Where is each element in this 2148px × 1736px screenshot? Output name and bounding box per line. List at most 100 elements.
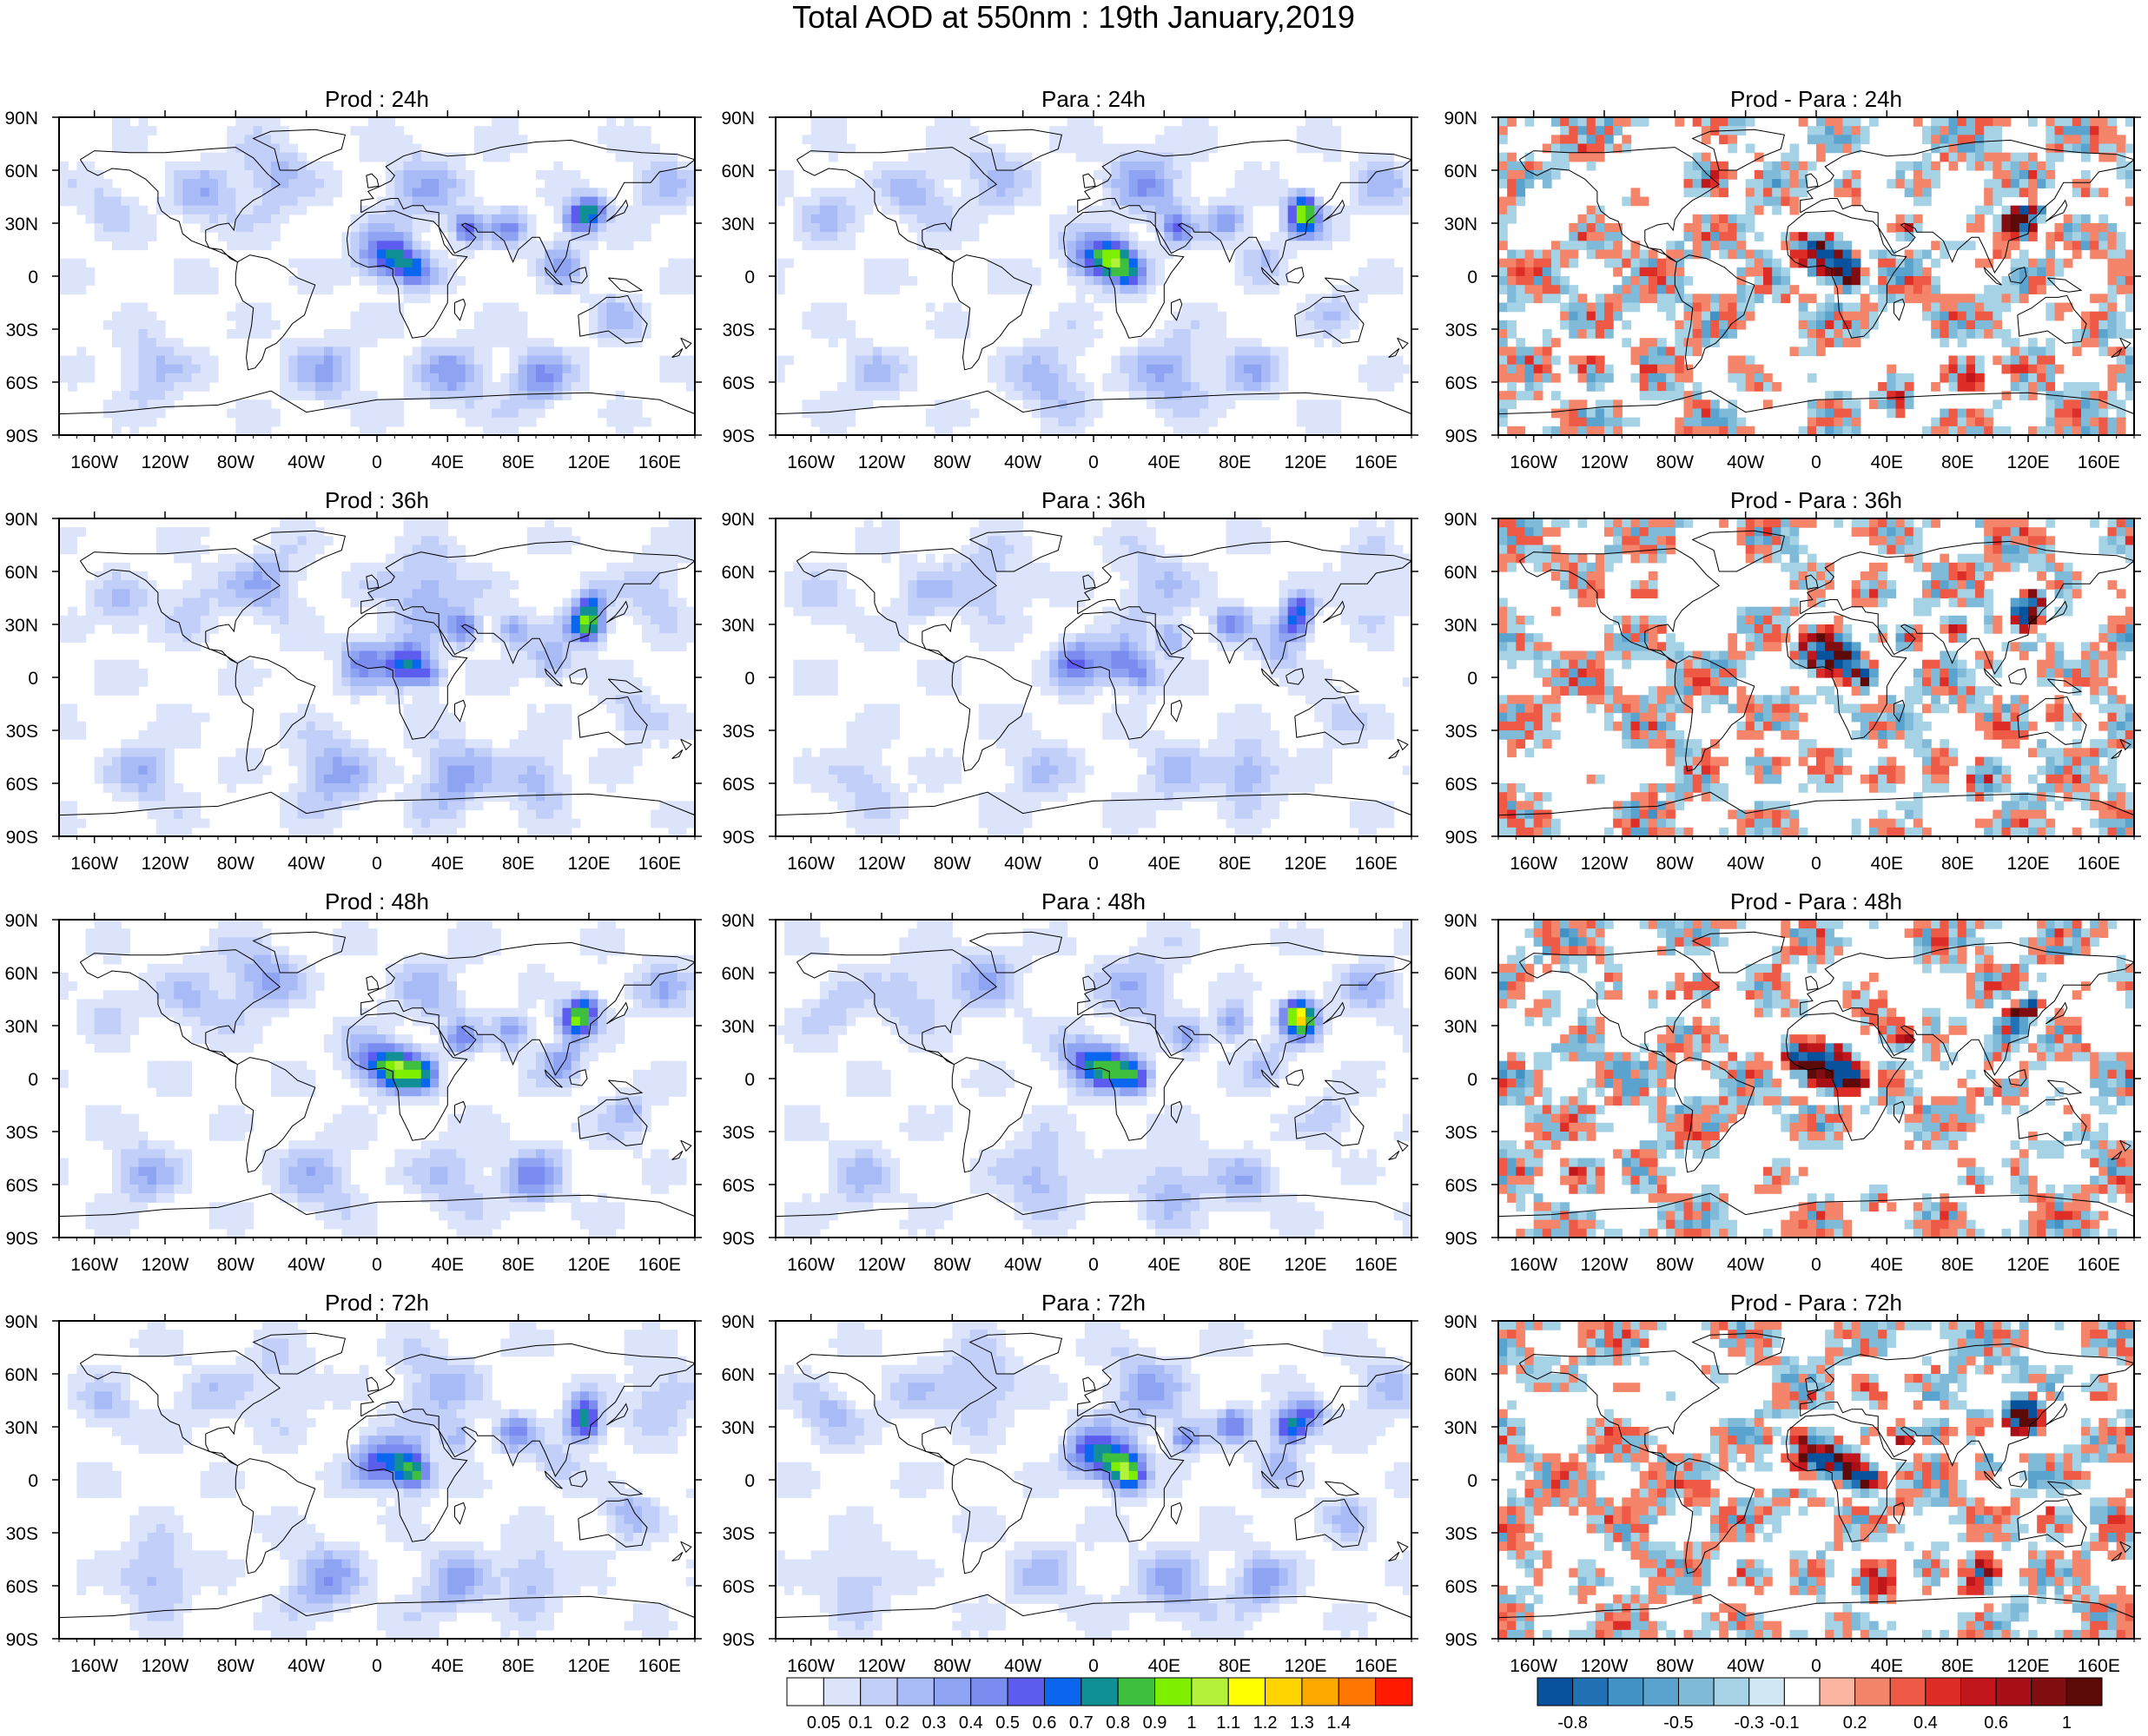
aod-cell — [1164, 223, 1173, 233]
aod-cell — [519, 373, 528, 383]
aod-cell — [1297, 409, 1306, 419]
aod-cell — [254, 616, 263, 625]
aod-cell — [962, 162, 971, 171]
aod-cell — [846, 338, 856, 347]
diff-cell — [2046, 409, 2055, 419]
aod-cell — [1200, 206, 1209, 215]
diff-cell — [1975, 144, 1985, 154]
aod-cell — [686, 365, 696, 374]
aod-cell — [1041, 409, 1050, 419]
aod-cell — [466, 399, 475, 409]
diff-cell — [1975, 215, 1985, 224]
diff-cell — [1772, 267, 1781, 277]
aod-cell — [1323, 312, 1332, 321]
aod-cell — [616, 144, 625, 154]
diff-cell — [1693, 347, 1702, 356]
lat-label: 90N — [1444, 109, 1477, 129]
aod-cell — [1102, 232, 1112, 241]
aod-cell — [1200, 215, 1209, 224]
diff-cell — [1684, 320, 1694, 330]
aod-cell — [474, 135, 484, 144]
aod-cell — [307, 545, 316, 555]
aod-cell — [659, 624, 669, 634]
aod-cell — [368, 241, 378, 250]
aod-cell — [589, 312, 598, 321]
aod-cell — [377, 197, 387, 207]
diff-cell — [2098, 232, 2108, 241]
aod-cell — [1129, 365, 1139, 374]
aod-cell — [192, 259, 202, 268]
diff-cell — [1825, 241, 1834, 250]
aod-cell — [201, 356, 210, 366]
diff-cell — [2046, 418, 2055, 427]
aod-cell — [1182, 241, 1192, 250]
aod-cell — [909, 162, 918, 171]
aod-cell — [899, 179, 909, 188]
aod-cell — [1288, 206, 1298, 215]
aod-cell — [1314, 329, 1324, 339]
diff-cell — [2125, 294, 2135, 303]
aod-cell — [952, 117, 962, 127]
aod-cell — [589, 607, 598, 617]
lon-label: 80W — [217, 452, 254, 472]
aod-cell — [606, 624, 616, 634]
aod-cell — [633, 170, 643, 180]
aod-cell — [1200, 399, 1209, 409]
diff-cell — [2019, 170, 2029, 180]
aod-cell — [421, 197, 431, 207]
diff-cell — [1543, 365, 1552, 374]
aod-cell — [235, 409, 245, 419]
aod-cell — [553, 356, 563, 366]
aod-cell — [1191, 391, 1200, 400]
diff-cell — [1984, 426, 1993, 436]
aod-cell — [545, 382, 554, 392]
aod-cell — [112, 223, 122, 233]
diff-cell — [1640, 276, 1649, 286]
aod-cell — [324, 651, 334, 661]
aod-cell — [235, 589, 245, 598]
aod-cell — [527, 409, 537, 419]
aod-cell — [254, 312, 263, 321]
aod-cell — [1297, 329, 1306, 339]
aod-cell — [76, 206, 86, 215]
aod-cell — [254, 179, 263, 188]
diff-cell — [1534, 347, 1543, 356]
aod-cell — [1076, 117, 1086, 127]
diff-cell — [1746, 356, 1755, 366]
diff-cell — [1940, 373, 1949, 383]
aod-cell — [545, 179, 554, 188]
aod-cell — [633, 179, 643, 188]
diff-cell — [1719, 215, 1728, 224]
aod-cell — [669, 267, 678, 277]
aod-cell — [1341, 329, 1351, 339]
aod-cell — [360, 338, 369, 347]
aod-cell — [1288, 215, 1298, 224]
diff-cell — [1790, 197, 1800, 207]
diff-cell — [1684, 294, 1694, 303]
diff-cell — [2117, 250, 2126, 260]
aod-cell — [457, 162, 466, 171]
diff-cell — [1993, 144, 2002, 154]
aod-cell — [846, 418, 856, 427]
aod-cell — [1226, 206, 1236, 215]
aod-cell — [837, 241, 847, 250]
aod-cell — [245, 232, 254, 241]
aod-cell — [466, 391, 475, 400]
diff-cell — [1958, 117, 1967, 127]
aod-cell — [1015, 267, 1024, 277]
aod-cell — [1032, 170, 1041, 180]
aod-cell — [404, 259, 413, 268]
diff-cell — [1719, 232, 1728, 241]
aod-cell — [413, 373, 422, 383]
aod-cell — [413, 356, 422, 366]
aod-cell — [519, 215, 528, 224]
aod-cell — [254, 126, 263, 135]
diff-cell — [1816, 144, 1826, 154]
diff-cell — [1719, 250, 1728, 260]
diff-cell — [1781, 241, 1790, 250]
diff-cell — [2125, 285, 2135, 294]
aod-cell — [439, 285, 448, 294]
aod-cell — [1173, 382, 1183, 392]
aod-cell — [421, 153, 431, 162]
aod-cell — [112, 418, 122, 427]
